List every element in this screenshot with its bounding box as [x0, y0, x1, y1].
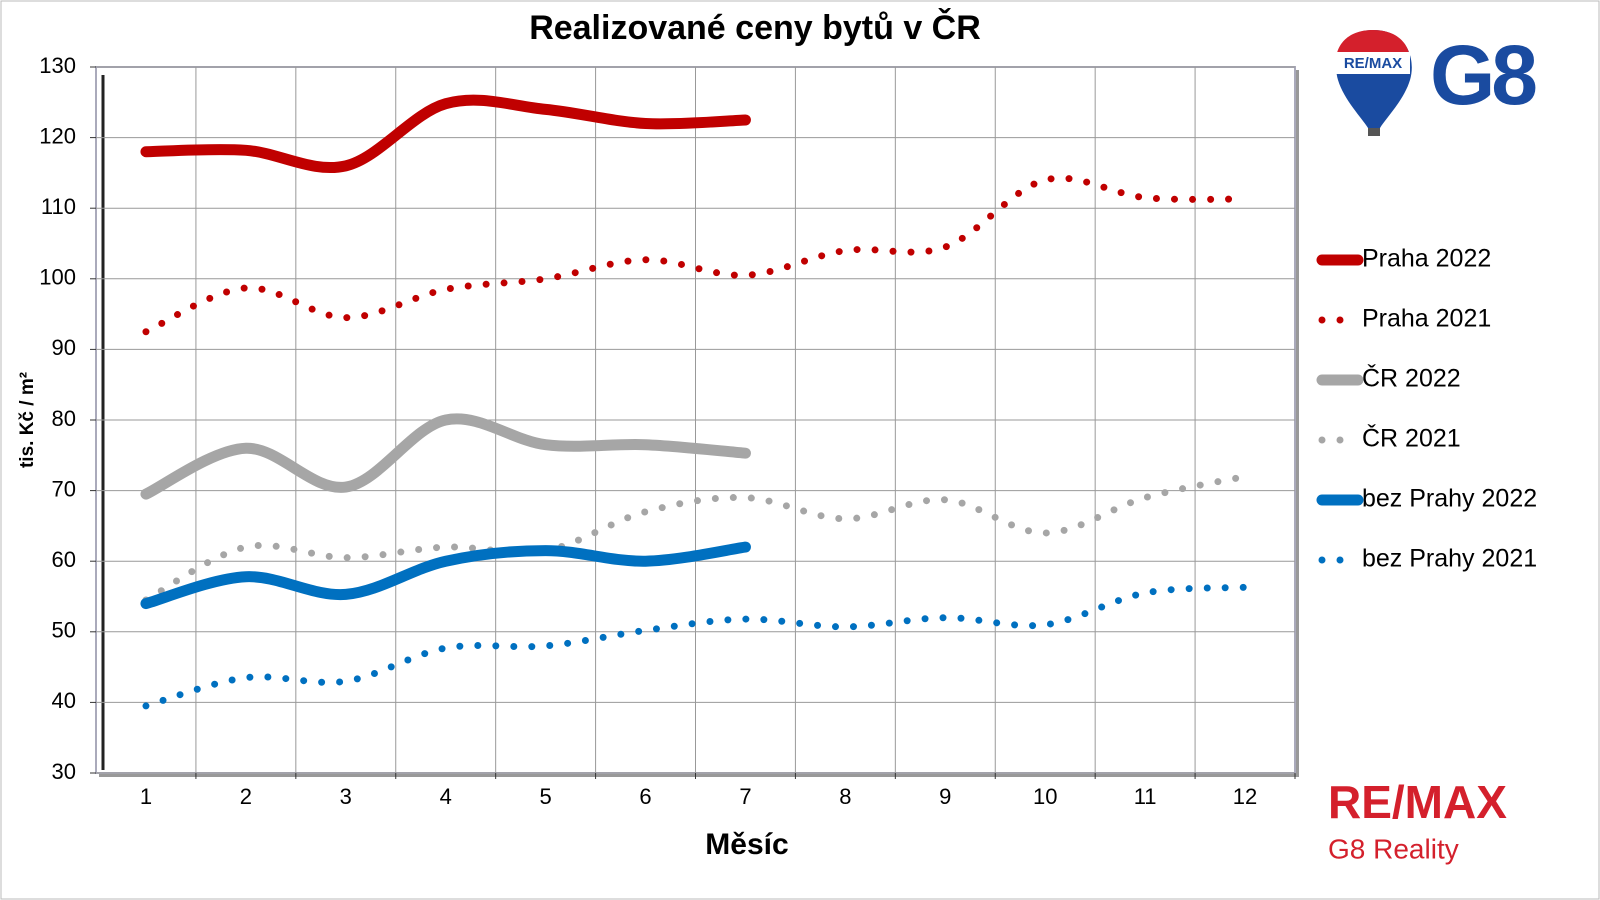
y-tick-label: 80	[52, 406, 76, 431]
y-tick-label: 40	[52, 688, 76, 713]
legend-label: ČR 2022	[1362, 364, 1461, 393]
x-tick-label: 10	[1033, 784, 1057, 809]
g8-mark: G8	[1430, 28, 1536, 122]
x-tick-label: 11	[1134, 784, 1157, 809]
y-tick-label: 110	[41, 194, 76, 219]
x-tick-label: 9	[939, 784, 951, 809]
legend-label: ČR 2021	[1362, 424, 1461, 453]
y-tick-label: 60	[52, 547, 76, 572]
x-axis-label: Měsíc	[705, 828, 788, 861]
x-tick-label: 3	[340, 784, 352, 809]
x-tick-label: 4	[440, 784, 452, 809]
y-axis-label: tis. Kč / m²	[17, 372, 38, 468]
y-tick-label: 90	[52, 335, 76, 360]
logo-top: RE/MAX G8	[1336, 28, 1540, 136]
x-tick-label: 5	[540, 784, 552, 809]
legend-label: Praha 2022	[1362, 245, 1491, 273]
series-line	[140, 94, 751, 174]
legend-label: bez Prahy 2022	[1362, 485, 1537, 513]
x-tick-label: 8	[839, 784, 851, 809]
y-tick-label: 130	[39, 53, 76, 78]
y-tick-label: 120	[39, 123, 76, 148]
series-line	[142, 583, 1249, 710]
y-tick-label: 70	[52, 476, 76, 501]
series-line	[140, 413, 751, 500]
series-line	[142, 174, 1249, 336]
x-tick-label: 2	[240, 784, 252, 809]
balloon-text: RE/MAX	[1344, 55, 1402, 72]
legend-label: bez Prahy 2021	[1362, 545, 1537, 573]
legend-label: Praha 2021	[1362, 305, 1491, 333]
series-line	[140, 541, 751, 610]
y-tick-label: 50	[52, 618, 76, 643]
y-tick-label: 100	[39, 265, 76, 290]
balloon-basket	[1368, 128, 1380, 136]
x-tick-label: 7	[739, 784, 751, 809]
series-line	[142, 472, 1249, 604]
x-tick-label: 1	[140, 784, 152, 809]
x-tick-label: 12	[1233, 784, 1257, 809]
brand: RE/MAX	[1328, 776, 1507, 828]
y-tick-label: 30	[52, 759, 76, 784]
chart-title: Realizované ceny bytů v ČR	[529, 8, 981, 47]
x-tick-label: 6	[639, 784, 651, 809]
balloon-band	[1336, 52, 1410, 74]
brand-sub: G8 Reality	[1328, 833, 1459, 864]
